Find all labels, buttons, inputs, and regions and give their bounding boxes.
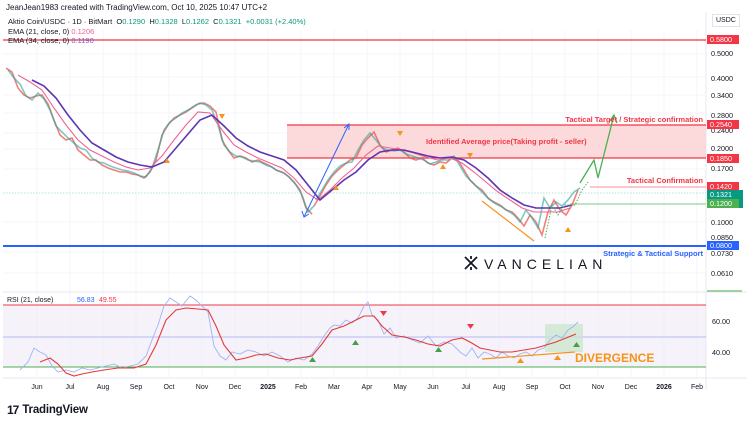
ema34-value: 0.1190 xyxy=(71,36,94,45)
rsi-ma-line xyxy=(39,307,577,377)
svg-text:0.0850: 0.0850 xyxy=(711,233,733,242)
signal-markers xyxy=(164,114,571,232)
rsi-pane[interactable]: DIVERGENCE RSI (21, close) 56.83 49.55 6… xyxy=(3,290,742,377)
price-axis[interactable]: 0.5000 0.4000 0.3400 0.2800 0.2400 0.200… xyxy=(711,49,733,278)
svg-text:0.0800: 0.0800 xyxy=(710,241,732,250)
svg-text:0.1700: 0.1700 xyxy=(711,164,733,173)
svg-text:0.4000: 0.4000 xyxy=(711,74,733,83)
currency-label[interactable]: USDC xyxy=(712,14,740,27)
svg-text:Aug: Aug xyxy=(97,384,110,391)
svg-text:2025: 2025 xyxy=(260,384,276,391)
vancelian-watermark: VANCELIAN xyxy=(464,256,607,272)
svg-text:Jun: Jun xyxy=(31,384,42,391)
svg-text:Oct: Oct xyxy=(560,384,571,391)
svg-text:0.1850: 0.1850 xyxy=(710,154,732,163)
svg-text:VANCELIAN: VANCELIAN xyxy=(484,256,607,272)
blue-projection-arrow xyxy=(303,123,350,218)
chart-legend: Aktio Coin/USDC · 1D · BitMart O0.1290 H… xyxy=(8,17,306,46)
svg-text:0.0610: 0.0610 xyxy=(711,269,733,278)
rsi-divergence-line xyxy=(481,351,576,360)
svg-text:40.00: 40.00 xyxy=(712,348,730,357)
tradingview-mark-icon: 17 xyxy=(7,403,19,417)
svg-text:Mar: Mar xyxy=(328,384,341,391)
svg-text:Feb: Feb xyxy=(295,384,307,391)
svg-text:Sep: Sep xyxy=(130,384,143,391)
tradingview-logo[interactable]: 17 TradingView xyxy=(7,403,88,417)
svg-text:0.0730: 0.0730 xyxy=(711,249,733,258)
svg-text:0.1420: 0.1420 xyxy=(710,182,732,191)
average-price-annotation: Identified Average price(Taking profit -… xyxy=(426,137,587,146)
svg-text:0.1200: 0.1200 xyxy=(710,199,732,208)
svg-text:0.2400: 0.2400 xyxy=(711,126,733,135)
tradingview-brand: TradingView xyxy=(22,404,88,416)
svg-text:Nov: Nov xyxy=(196,384,209,391)
svg-text:Sep: Sep xyxy=(526,384,539,391)
svg-text:Dec: Dec xyxy=(229,384,242,391)
candles xyxy=(5,67,581,238)
rsi-value: 56.83 xyxy=(77,297,95,304)
svg-text:0.5800: 0.5800 xyxy=(710,35,732,44)
price-chart[interactable]: Tactical Target / Strategic confirmation… xyxy=(0,0,750,400)
svg-text:0.5000: 0.5000 xyxy=(711,49,733,58)
divergence-annotation: DIVERGENCE xyxy=(575,351,654,365)
svg-text:Feb: Feb xyxy=(691,384,703,391)
low-value: 0.1262 xyxy=(186,17,209,26)
svg-text:Jul: Jul xyxy=(462,384,471,391)
ema21-value: 0.1206 xyxy=(71,26,95,36)
svg-text:Aug: Aug xyxy=(493,384,506,391)
change-value: +0.0031 (+2.40%) xyxy=(245,17,306,26)
ema21-row[interactable]: EMA (21, close, 0) 0.1206 xyxy=(8,26,95,36)
price-badges: 0.5800 0.2540 0.1850 0.1420 0.1321 0.120… xyxy=(707,35,743,250)
ema34-line[interactable] xyxy=(31,79,573,209)
svg-text:Oct: Oct xyxy=(164,384,175,391)
close-value: 0.1321 xyxy=(218,17,242,26)
high-value: 0.1328 xyxy=(154,17,178,26)
svg-text:Dec: Dec xyxy=(625,384,638,391)
svg-text:Jun: Jun xyxy=(427,384,438,391)
svg-text:60.00: 60.00 xyxy=(712,317,730,326)
chart-credit: JeanJean1983 created with TradingView.co… xyxy=(6,3,268,12)
svg-text:Nov: Nov xyxy=(592,384,605,391)
svg-text:0.1321: 0.1321 xyxy=(710,190,732,199)
descending-trendline xyxy=(481,200,535,242)
support-annotation: Strategic & Tactical Support xyxy=(603,249,703,258)
svg-text:Jul: Jul xyxy=(66,384,75,391)
ema34-row[interactable]: EMA (34, close, 0) 0.1190 xyxy=(8,36,94,45)
svg-text:0.2000: 0.2000 xyxy=(711,144,733,153)
svg-text:0.3400: 0.3400 xyxy=(711,91,733,100)
green-projection-arrow xyxy=(579,114,615,184)
rsi-label: RSI (21, close) xyxy=(7,297,53,304)
ema21-line[interactable] xyxy=(17,74,571,213)
svg-text:0.2540: 0.2540 xyxy=(710,120,732,129)
tactical-confirmation-annotation: Tactical Confirmation xyxy=(627,176,704,185)
svg-text:Apr: Apr xyxy=(362,384,374,391)
vancelian-logo-icon xyxy=(464,256,478,270)
svg-text:0.1000: 0.1000 xyxy=(711,218,733,227)
time-axis[interactable]: Jun Jul Aug Sep Oct Nov Dec 2025 Feb Mar… xyxy=(31,384,703,391)
tactical-target-annotation: Tactical Target / Strategic confirmation xyxy=(565,115,703,124)
symbol-label: Aktio Coin/USDC · 1D · BitMart xyxy=(8,17,113,26)
symbol-row[interactable]: Aktio Coin/USDC · 1D · BitMart O0.1290 H… xyxy=(8,17,306,26)
rsi-ma-value: 49.55 xyxy=(99,297,117,304)
svg-text:0.2800: 0.2800 xyxy=(711,111,733,120)
svg-text:May: May xyxy=(393,384,407,391)
open-value: 0.1290 xyxy=(122,17,146,26)
svg-text:2026: 2026 xyxy=(656,384,672,391)
